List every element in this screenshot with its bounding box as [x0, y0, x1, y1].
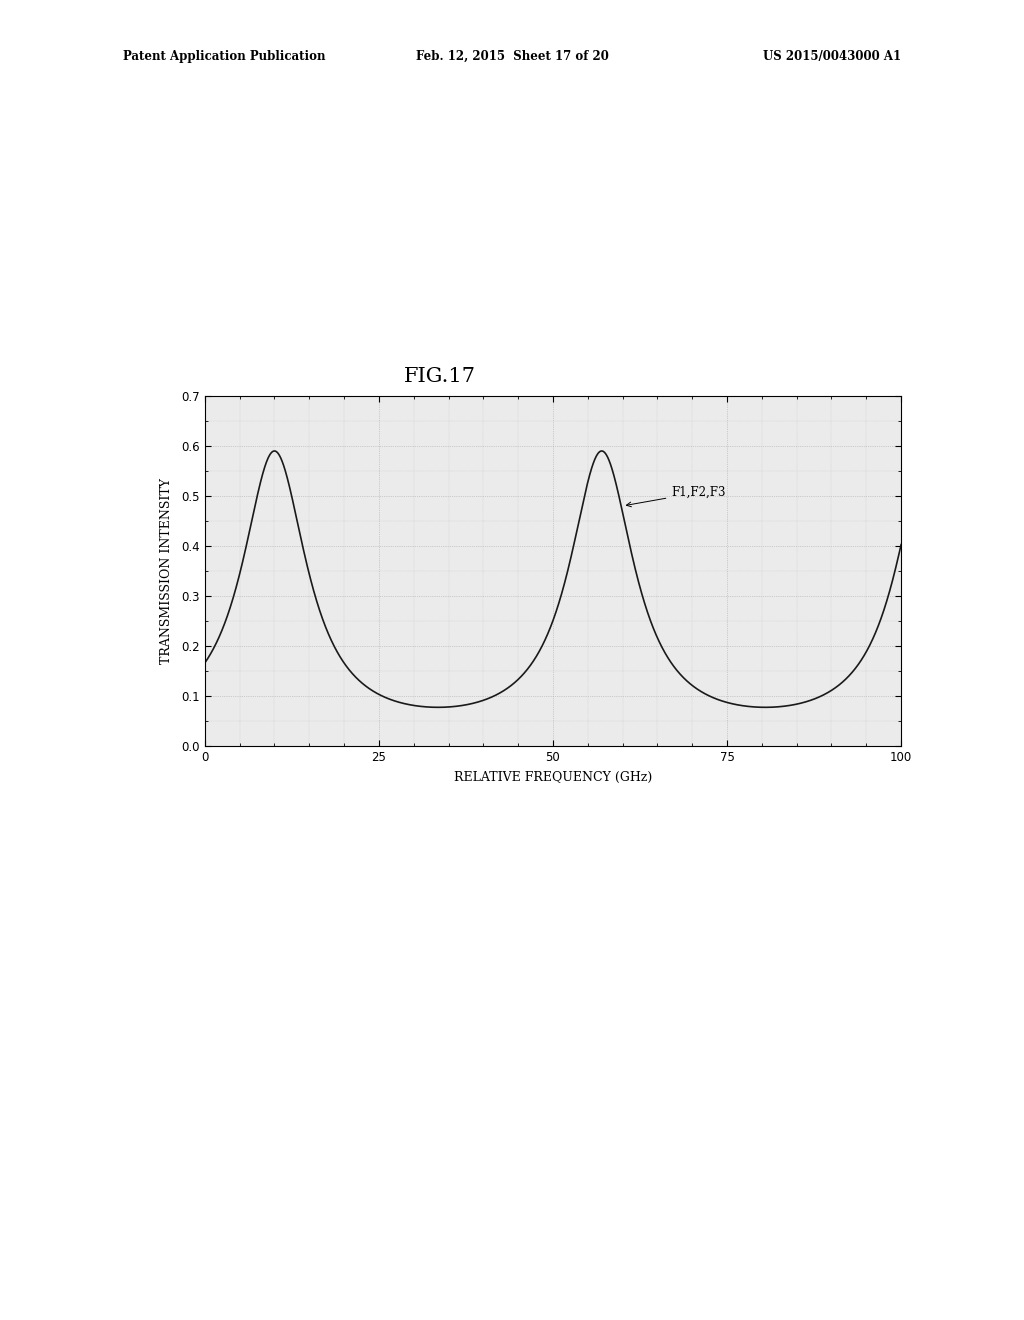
Text: Patent Application Publication: Patent Application Publication — [123, 50, 326, 63]
Y-axis label: TRANSMISSION INTENSITY: TRANSMISSION INTENSITY — [160, 478, 173, 664]
Text: Feb. 12, 2015  Sheet 17 of 20: Feb. 12, 2015 Sheet 17 of 20 — [416, 50, 608, 63]
Text: FIG.17: FIG.17 — [404, 367, 476, 385]
Text: US 2015/0043000 A1: US 2015/0043000 A1 — [763, 50, 901, 63]
X-axis label: RELATIVE FREQUENCY (GHz): RELATIVE FREQUENCY (GHz) — [454, 771, 652, 784]
Text: F1,F2,F3: F1,F2,F3 — [627, 486, 726, 507]
